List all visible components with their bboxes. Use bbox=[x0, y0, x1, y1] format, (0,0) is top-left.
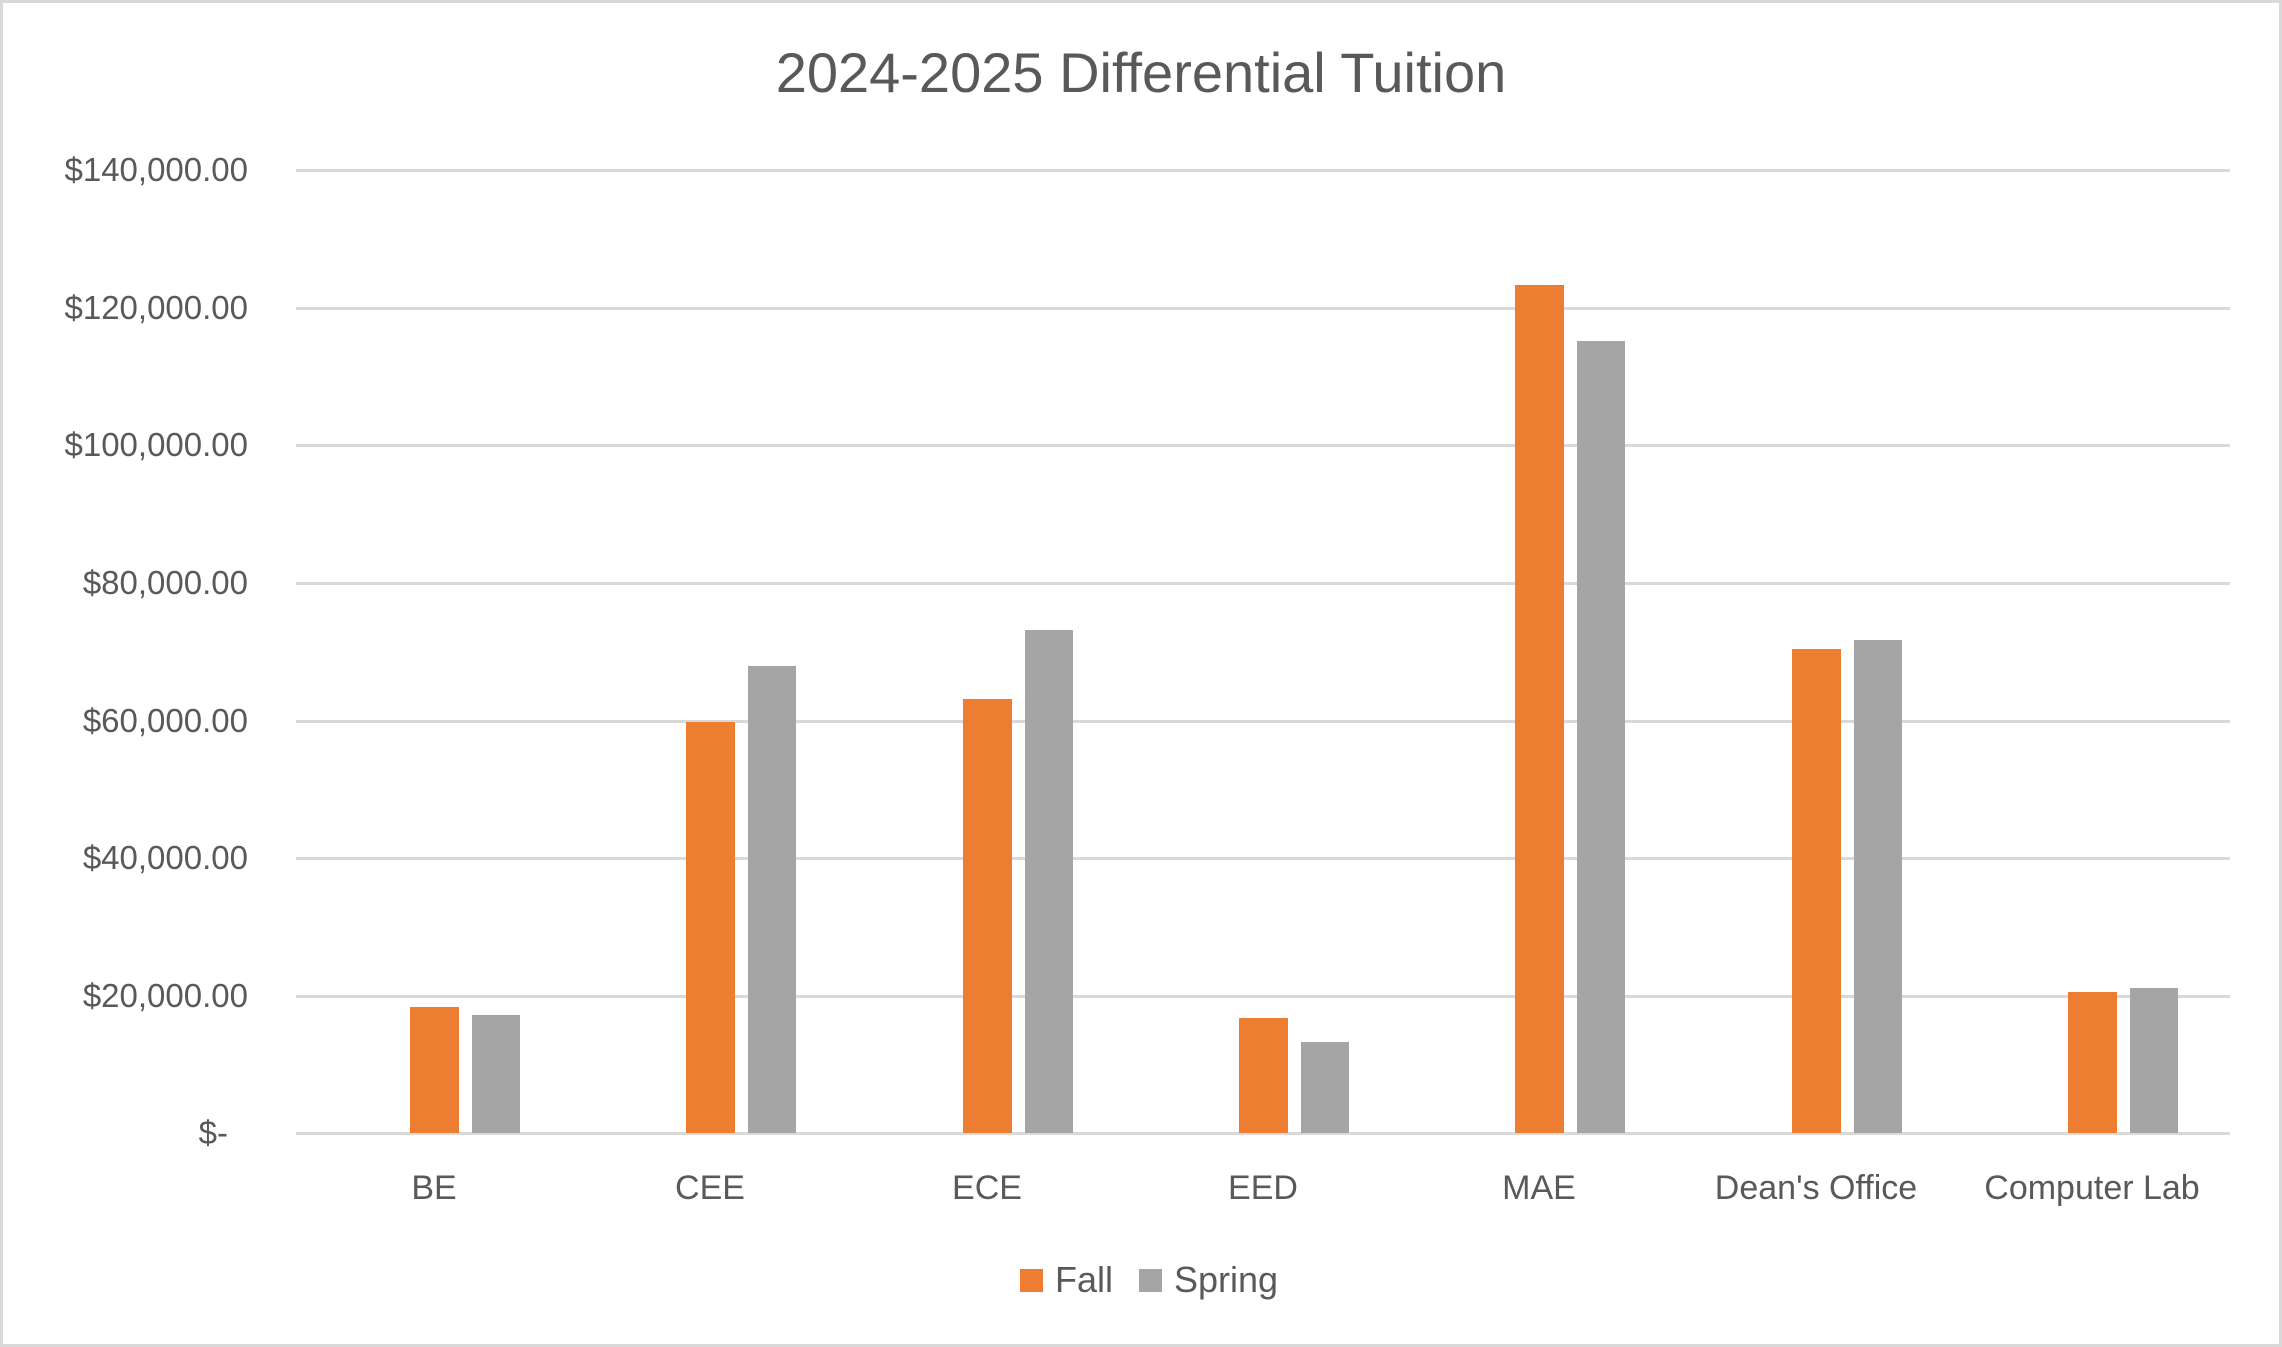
x-axis-baseline bbox=[296, 1132, 2230, 1135]
bar-spring-be[interactable] bbox=[472, 1015, 520, 1133]
y-tick-label: $120,000.00 bbox=[64, 289, 248, 326]
y-tick-label: $- bbox=[198, 1114, 228, 1151]
bar-fall-mae[interactable] bbox=[1515, 284, 1565, 1133]
gridline-40000 bbox=[296, 857, 2230, 860]
gridline-60000 bbox=[296, 720, 2230, 723]
x-tick-label-eed: EED bbox=[1228, 1169, 1298, 1207]
y-tick-label: $60,000.00 bbox=[82, 702, 248, 739]
y-tick-label: $20,000.00 bbox=[82, 977, 248, 1014]
legend-swatch-spring bbox=[1139, 1268, 1162, 1292]
x-tick-label-cee: CEE bbox=[675, 1169, 745, 1207]
chart-title: 2024-2025 Differential Tuition bbox=[775, 41, 1507, 104]
bar-fall-dean-s-office[interactable] bbox=[1791, 649, 1841, 1133]
y-tick-label: $100,000.00 bbox=[64, 426, 248, 463]
gridline-20000 bbox=[296, 995, 2230, 998]
bar-spring-mae[interactable] bbox=[1577, 341, 1626, 1133]
x-tick-label-ece: ECE bbox=[952, 1169, 1022, 1207]
bar-spring-ece[interactable] bbox=[1024, 630, 1073, 1133]
bar-spring-dean-s-office[interactable] bbox=[1853, 640, 1902, 1133]
gridline-100000 bbox=[296, 444, 2230, 447]
x-tick-label-mae: MAE bbox=[1502, 1169, 1576, 1207]
gridline-120000 bbox=[296, 307, 2230, 310]
bar-fall-eed[interactable] bbox=[1238, 1018, 1288, 1133]
gridline-140000 bbox=[296, 169, 2230, 172]
legend-swatch-fall bbox=[1020, 1268, 1043, 1292]
x-tick-label-deans-office: Dean's Office bbox=[1714, 1169, 1918, 1207]
bar-fall-ece[interactable] bbox=[962, 699, 1012, 1133]
bar-fall-be[interactable] bbox=[410, 1007, 459, 1133]
legend-item-fall[interactable]: Fall bbox=[1020, 1258, 1113, 1302]
bar-fall-computer-lab[interactable] bbox=[2067, 991, 2117, 1133]
x-tick-label-computer-lab: Computer Lab bbox=[1984, 1169, 2200, 1207]
legend-label-spring: Spring bbox=[1174, 1259, 1279, 1300]
y-tick-label: $40,000.00 bbox=[82, 839, 248, 876]
legend: Fall Spring bbox=[0, 1258, 2282, 1302]
legend-item-spring[interactable]: Spring bbox=[1139, 1258, 1278, 1302]
y-tick-label: $140,000.00 bbox=[64, 151, 248, 188]
bar-spring-eed[interactable] bbox=[1300, 1042, 1349, 1133]
y-tick-label: $80,000.00 bbox=[82, 564, 248, 601]
bar-spring-cee[interactable] bbox=[748, 665, 797, 1133]
bar-spring-computer-lab[interactable] bbox=[2129, 987, 2178, 1133]
gridline-80000 bbox=[296, 582, 2230, 585]
bar-fall-cee[interactable] bbox=[686, 722, 736, 1133]
legend-label-fall: Fall bbox=[1055, 1259, 1114, 1300]
x-tick-label-be: BE bbox=[411, 1169, 457, 1207]
